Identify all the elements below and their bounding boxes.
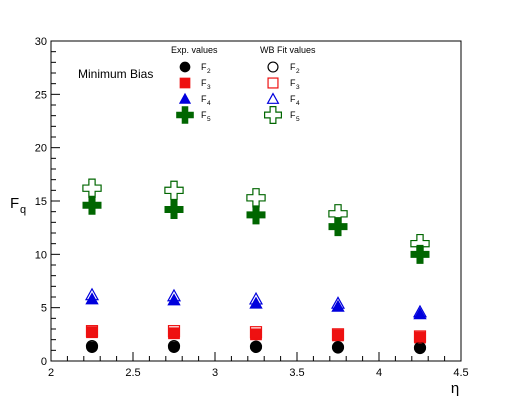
legend-label-subscript: 3 [296,84,300,91]
fit-triangle-point [248,291,264,305]
fit-circle-point [249,340,263,353]
x-tick-label: 3.5 [289,367,304,379]
fit-square-point [413,330,427,343]
fit-square-point [85,325,99,338]
legend-marker [267,77,279,89]
legend-marker [264,105,282,125]
fit-triangle-point [166,288,182,302]
y-tick-label: 20 [35,143,47,155]
fit-square-point [167,325,181,338]
y-axis-label-subscript: q [20,204,26,216]
legend-heading: WB Fit values [260,45,316,55]
legend-marker [179,61,191,73]
fit-triangle-point [412,304,428,318]
x-tick-label: 3 [212,367,218,379]
chart-annotation: Minimum Bias [78,67,153,81]
legend-label: F [290,78,296,88]
exp-cross-point [246,205,266,225]
fit-circle-point [85,339,99,353]
legend-label-subscript: 4 [296,100,300,107]
legend-label: F [290,94,296,104]
fit-cross-point [328,204,348,224]
y-tick-label: 15 [35,196,47,208]
legend-label: F [201,110,207,120]
legend-label-subscript: 2 [296,68,300,75]
exp-cross-point [164,200,184,220]
legend-label-subscript: 5 [207,116,211,123]
legend-label: F [201,94,207,104]
legend-label-subscript: 4 [207,100,211,107]
legend-label: F [201,62,207,72]
legend-label-subscript: 3 [207,84,211,91]
legend-label-subscript: 2 [207,68,211,75]
legend-heading: Exp. values [171,45,218,55]
x-tick-label: 2 [48,367,54,379]
legend-marker [178,92,192,104]
x-tick-label: 4 [376,367,382,379]
exp-cross-point [82,195,102,215]
legend-label: F [290,62,296,72]
fit-cross-point [164,180,184,201]
fit-square-point [249,326,263,339]
legend-marker [266,92,280,104]
fit-cross-point [410,233,430,254]
fit-circle-point [167,339,181,353]
legend-marker [176,106,194,124]
exp-triangle-point [85,292,99,305]
y-tick-label: 5 [41,303,47,315]
y-axis-label: F [10,195,19,212]
x-tick-label: 4.5 [453,367,468,379]
legend-label: F [201,78,207,88]
fit-circle-point [331,341,345,354]
fit-cross-point [82,178,102,198]
legend-marker [179,77,191,89]
legend-marker [267,61,279,73]
y-tick-label: 10 [35,249,47,261]
exp-triangle-point [249,296,263,309]
fit-cross-point [246,188,266,208]
fit-square-point [331,328,345,341]
x-axis-label: η [451,380,459,397]
legend-label: F [290,110,296,120]
x-tick-label: 2.5 [125,367,140,379]
fit-triangle-point [330,296,346,309]
legend-label-subscript: 5 [296,116,300,123]
exp-triangle-point [167,293,181,306]
y-tick-label: 30 [35,36,47,48]
y-tick-label: 25 [35,89,47,101]
y-tick-label: 0 [41,356,47,368]
fit-triangle-point [84,287,100,301]
